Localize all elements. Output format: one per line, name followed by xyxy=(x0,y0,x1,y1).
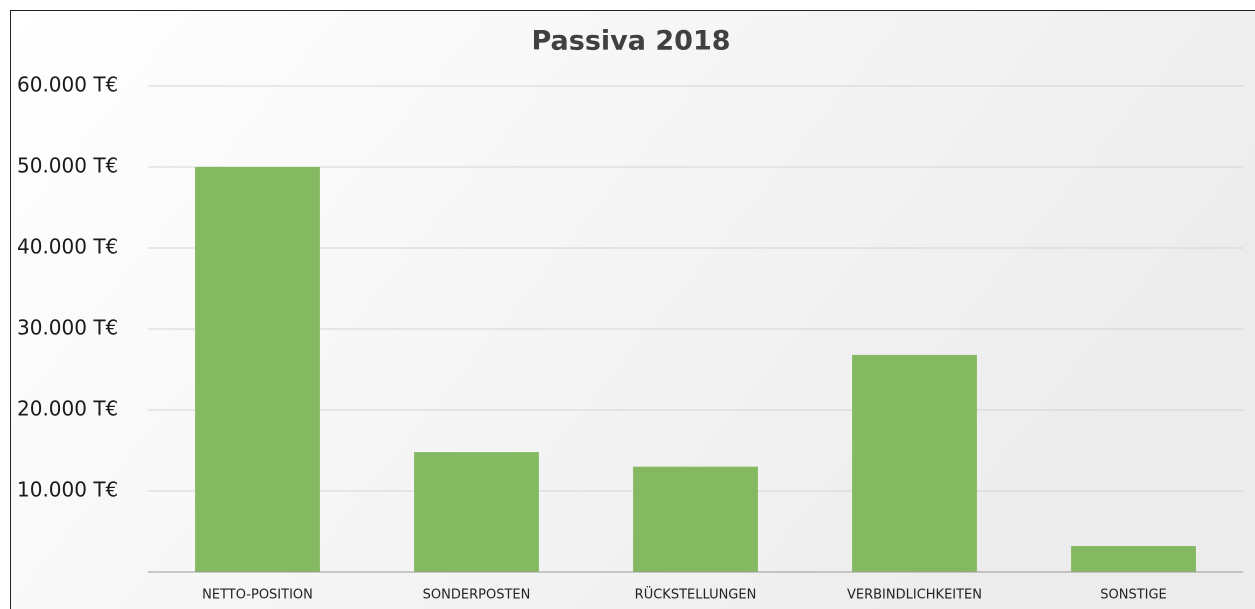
x-tick-label: NETTO-POSITION xyxy=(202,588,313,603)
bar xyxy=(414,452,539,572)
x-tick-label: SONSTIGE xyxy=(1100,588,1167,603)
y-tick-label: 50.000 T€ xyxy=(17,154,118,178)
bar xyxy=(1071,546,1196,572)
bar xyxy=(195,167,320,572)
bar xyxy=(633,466,758,572)
y-tick-label: 30.000 T€ xyxy=(17,316,118,340)
bar xyxy=(852,354,977,572)
x-tick-label: RÜCKSTELLUNGEN xyxy=(635,586,757,603)
y-tick-label: 20.000 T€ xyxy=(17,397,118,421)
x-tick-label: SONDERPOSTEN xyxy=(423,588,531,603)
x-tick-label: VERBINDLICHKEITEN xyxy=(847,588,982,603)
y-tick-label: 10.000 T€ xyxy=(17,478,118,502)
y-tick-label: 60.000 T€ xyxy=(17,73,118,97)
chart-title: Passiva 2018 xyxy=(531,26,730,57)
y-tick-label: 40.000 T€ xyxy=(17,235,118,259)
